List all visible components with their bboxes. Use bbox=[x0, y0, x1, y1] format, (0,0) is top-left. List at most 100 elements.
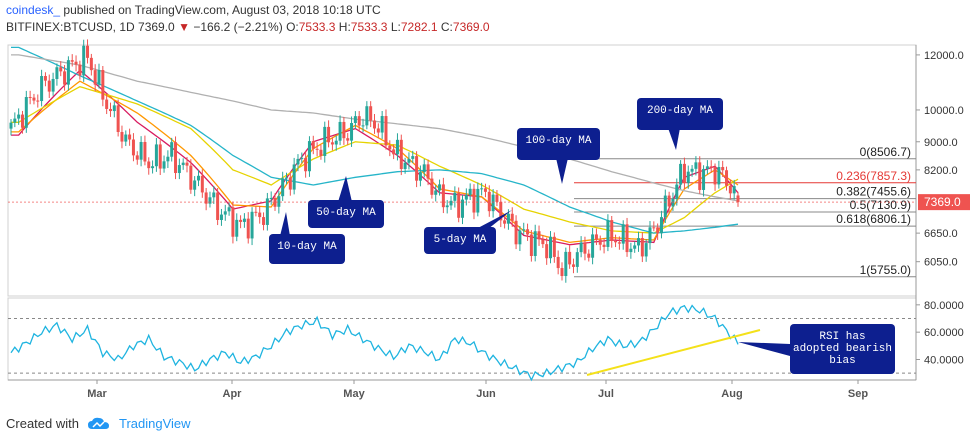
candle-body bbox=[315, 148, 319, 150]
callout-pointer bbox=[738, 342, 790, 356]
candle-body bbox=[120, 132, 124, 142]
price-pane[interactable] bbox=[7, 44, 917, 297]
published-text: published on TradingView.com, August 03,… bbox=[63, 3, 381, 17]
candle-body bbox=[415, 156, 419, 181]
candle-body bbox=[135, 155, 139, 160]
candle-body bbox=[262, 217, 266, 225]
callout-text: 200-day MA bbox=[647, 105, 713, 117]
candle-body bbox=[311, 141, 315, 149]
candle-body bbox=[193, 180, 197, 190]
down-arrow-icon: ▼ bbox=[178, 20, 190, 34]
candle-body bbox=[721, 167, 725, 171]
candle-body bbox=[698, 162, 702, 190]
callout-5-day-ma[interactable]: 5-day MA bbox=[424, 210, 512, 254]
candle-body bbox=[181, 162, 185, 166]
candle-body bbox=[189, 165, 193, 190]
candle-body bbox=[468, 188, 472, 195]
candle-body bbox=[384, 116, 388, 146]
candle-body bbox=[235, 219, 239, 237]
callout-10-day-ma[interactable]: 10-day MA bbox=[269, 212, 345, 264]
month-tick-label: Jul bbox=[598, 388, 614, 400]
candle-body bbox=[388, 145, 392, 150]
callout-50-day-ma[interactable]: 50-day MA bbox=[308, 176, 384, 228]
candle-body bbox=[353, 116, 357, 124]
candle-body bbox=[380, 116, 384, 133]
fib-level-label: 0.618(6806.1) bbox=[836, 212, 911, 226]
candle-body bbox=[449, 200, 453, 206]
month-tick-label: Sep bbox=[848, 388, 868, 400]
candle-body bbox=[392, 149, 396, 155]
candle-body bbox=[621, 224, 625, 244]
fib-level-label: 0(8506.7) bbox=[860, 145, 911, 159]
candle-body bbox=[296, 158, 300, 165]
candle-body bbox=[361, 125, 365, 127]
candle-body bbox=[441, 184, 445, 208]
high-value: 7533.3 bbox=[350, 20, 388, 34]
candle-body bbox=[663, 195, 667, 218]
callout-200-day-ma[interactable]: 200-day MA bbox=[637, 98, 723, 150]
close-label: C: bbox=[440, 20, 453, 34]
candle-body bbox=[568, 251, 572, 265]
candle-body bbox=[637, 238, 641, 246]
candle-body bbox=[158, 144, 162, 169]
candle-body bbox=[219, 214, 223, 220]
callout-100-day-ma[interactable]: 100-day MA bbox=[517, 128, 600, 184]
footer: Created with TradingView bbox=[6, 416, 191, 431]
header-line-2: BITFINEX:BTCUSD, 1D 7369.0 ▼ −166.2 (−2.… bbox=[6, 20, 490, 34]
candle-body bbox=[491, 194, 495, 212]
callout-text: RSI has bbox=[819, 331, 865, 343]
candle-body bbox=[483, 188, 487, 192]
candle-body bbox=[656, 227, 660, 234]
candle-body bbox=[725, 170, 729, 186]
candle-body bbox=[78, 64, 82, 76]
candle-body bbox=[541, 239, 545, 245]
candle-body bbox=[395, 139, 399, 155]
candle-body bbox=[671, 198, 675, 207]
candle-body bbox=[250, 211, 254, 239]
candle-body bbox=[17, 114, 21, 119]
candle-body bbox=[177, 165, 181, 174]
tradingview-link[interactable]: TradingView bbox=[118, 416, 191, 431]
candle-body bbox=[736, 195, 740, 203]
month-tick-label: Aug bbox=[721, 388, 742, 400]
candle-body bbox=[629, 248, 633, 253]
close-value: 7369.0 bbox=[452, 20, 490, 34]
high-label: H: bbox=[338, 20, 351, 34]
fib-level-label: 0.5(7130.9) bbox=[850, 198, 911, 212]
candle-body bbox=[587, 253, 591, 258]
candle-body bbox=[131, 139, 135, 156]
candle-body bbox=[97, 70, 101, 85]
brand-label[interactable]: coindesk_ bbox=[6, 3, 61, 17]
candle-body bbox=[709, 166, 713, 168]
candle-body bbox=[174, 142, 178, 174]
callout-text: adopted bearish bbox=[793, 343, 892, 355]
candle-body bbox=[24, 97, 28, 128]
candle-body bbox=[545, 244, 549, 259]
candle-body bbox=[9, 122, 13, 129]
candle-body bbox=[288, 177, 292, 190]
month-tick-label: May bbox=[343, 388, 365, 400]
candle-body bbox=[265, 198, 269, 225]
candle-body bbox=[59, 67, 63, 72]
candle-body bbox=[101, 70, 105, 100]
candle-body bbox=[403, 162, 407, 169]
candle-body bbox=[82, 45, 86, 76]
callout-text: 5-day MA bbox=[434, 234, 487, 246]
candle-body bbox=[445, 205, 449, 208]
candle-body bbox=[346, 138, 350, 141]
candle-body bbox=[284, 177, 288, 179]
candle-body bbox=[63, 71, 67, 85]
month-tick-label: Apr bbox=[223, 388, 243, 400]
candle-body bbox=[89, 57, 93, 71]
candle-body bbox=[602, 244, 606, 247]
candle-body bbox=[20, 114, 24, 128]
candle-body bbox=[495, 194, 499, 202]
candle-body bbox=[51, 78, 55, 92]
candle-body bbox=[151, 166, 155, 169]
candle-body bbox=[579, 242, 583, 253]
candle-body bbox=[216, 192, 220, 220]
candle-body bbox=[644, 243, 648, 257]
candle-body bbox=[200, 175, 204, 193]
